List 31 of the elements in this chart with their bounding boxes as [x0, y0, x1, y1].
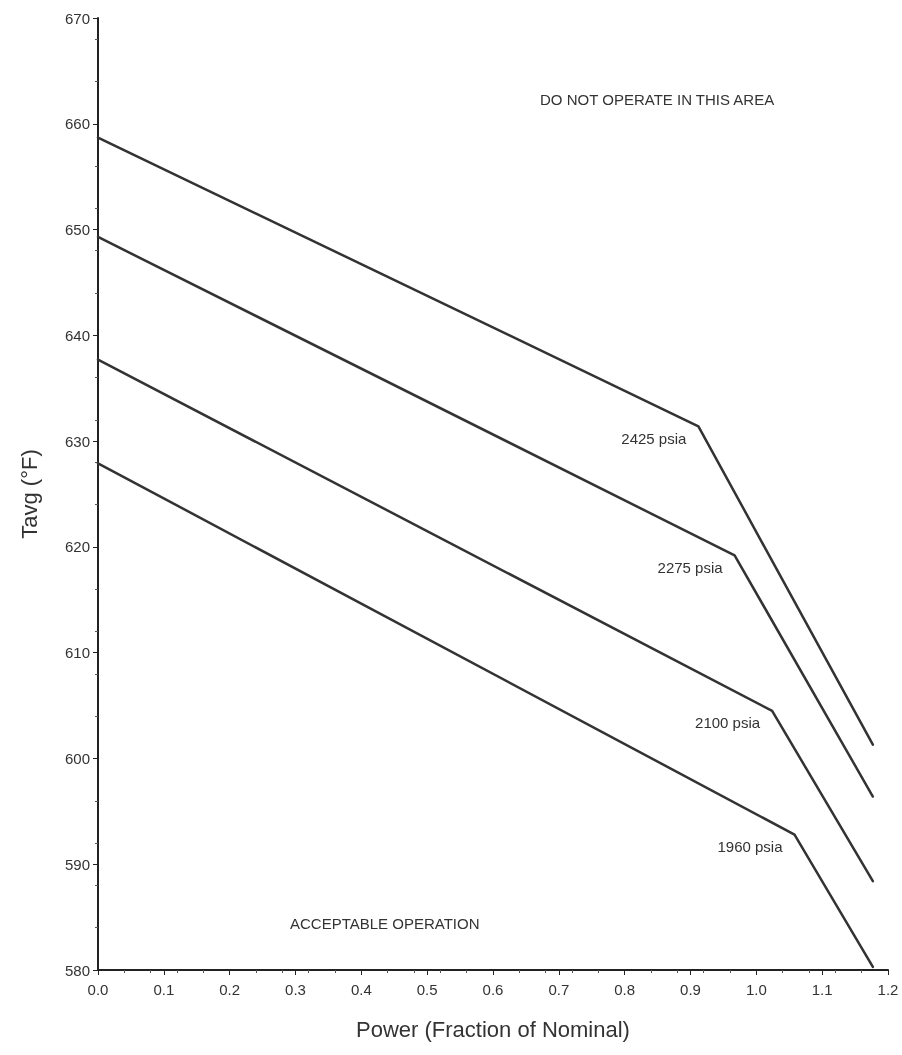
x-tick-label: 0.7 [548, 981, 570, 998]
y-tick-label: 590 [64, 855, 90, 873]
series-label: 1960 psia [717, 838, 784, 856]
x-tick-label: 0.2 [219, 981, 241, 998]
x-tick-label: 0.3 [285, 981, 306, 998]
x-tick-label: 1.0 [745, 981, 767, 998]
x-tick-label: 0.8 [614, 981, 636, 998]
y-tick-label: 620 [64, 538, 90, 556]
x-tick-label: 0.1 [153, 981, 175, 998]
x-tick-label: 0.4 [350, 981, 372, 998]
x-tick-label: 1.1 [811, 981, 833, 998]
x-tick-label: 1.2 [877, 981, 899, 998]
series-label: 2100 psia [695, 714, 761, 732]
x-tick-label: 0.9 [680, 981, 701, 998]
y-tick-label: 650 [64, 221, 90, 239]
x-axis-title: Power (Fraction of Nominal) [356, 1016, 630, 1042]
series-label: 2425 psia [621, 429, 688, 447]
x-tick-label: 0.0 [87, 981, 109, 998]
y-tick-label: 600 [64, 749, 90, 767]
y-axis-title: Tavg (°F) [16, 449, 42, 539]
y-tick-label: 630 [64, 432, 90, 450]
y-tick-label: 660 [64, 115, 90, 133]
series-label: 2275 psia [657, 558, 724, 576]
x-tick-label: 0.6 [482, 981, 504, 998]
y-tick-label: 580 [64, 961, 90, 979]
annotation: DO NOT OPERATE IN THIS AREA [540, 91, 775, 108]
y-tick-label: 670 [64, 9, 90, 27]
y-tick-label: 610 [64, 644, 90, 662]
annotation: ACCEPTABLE OPERATION [290, 915, 480, 932]
y-tick-label: 640 [64, 326, 90, 344]
x-tick-label: 0.5 [416, 981, 438, 998]
